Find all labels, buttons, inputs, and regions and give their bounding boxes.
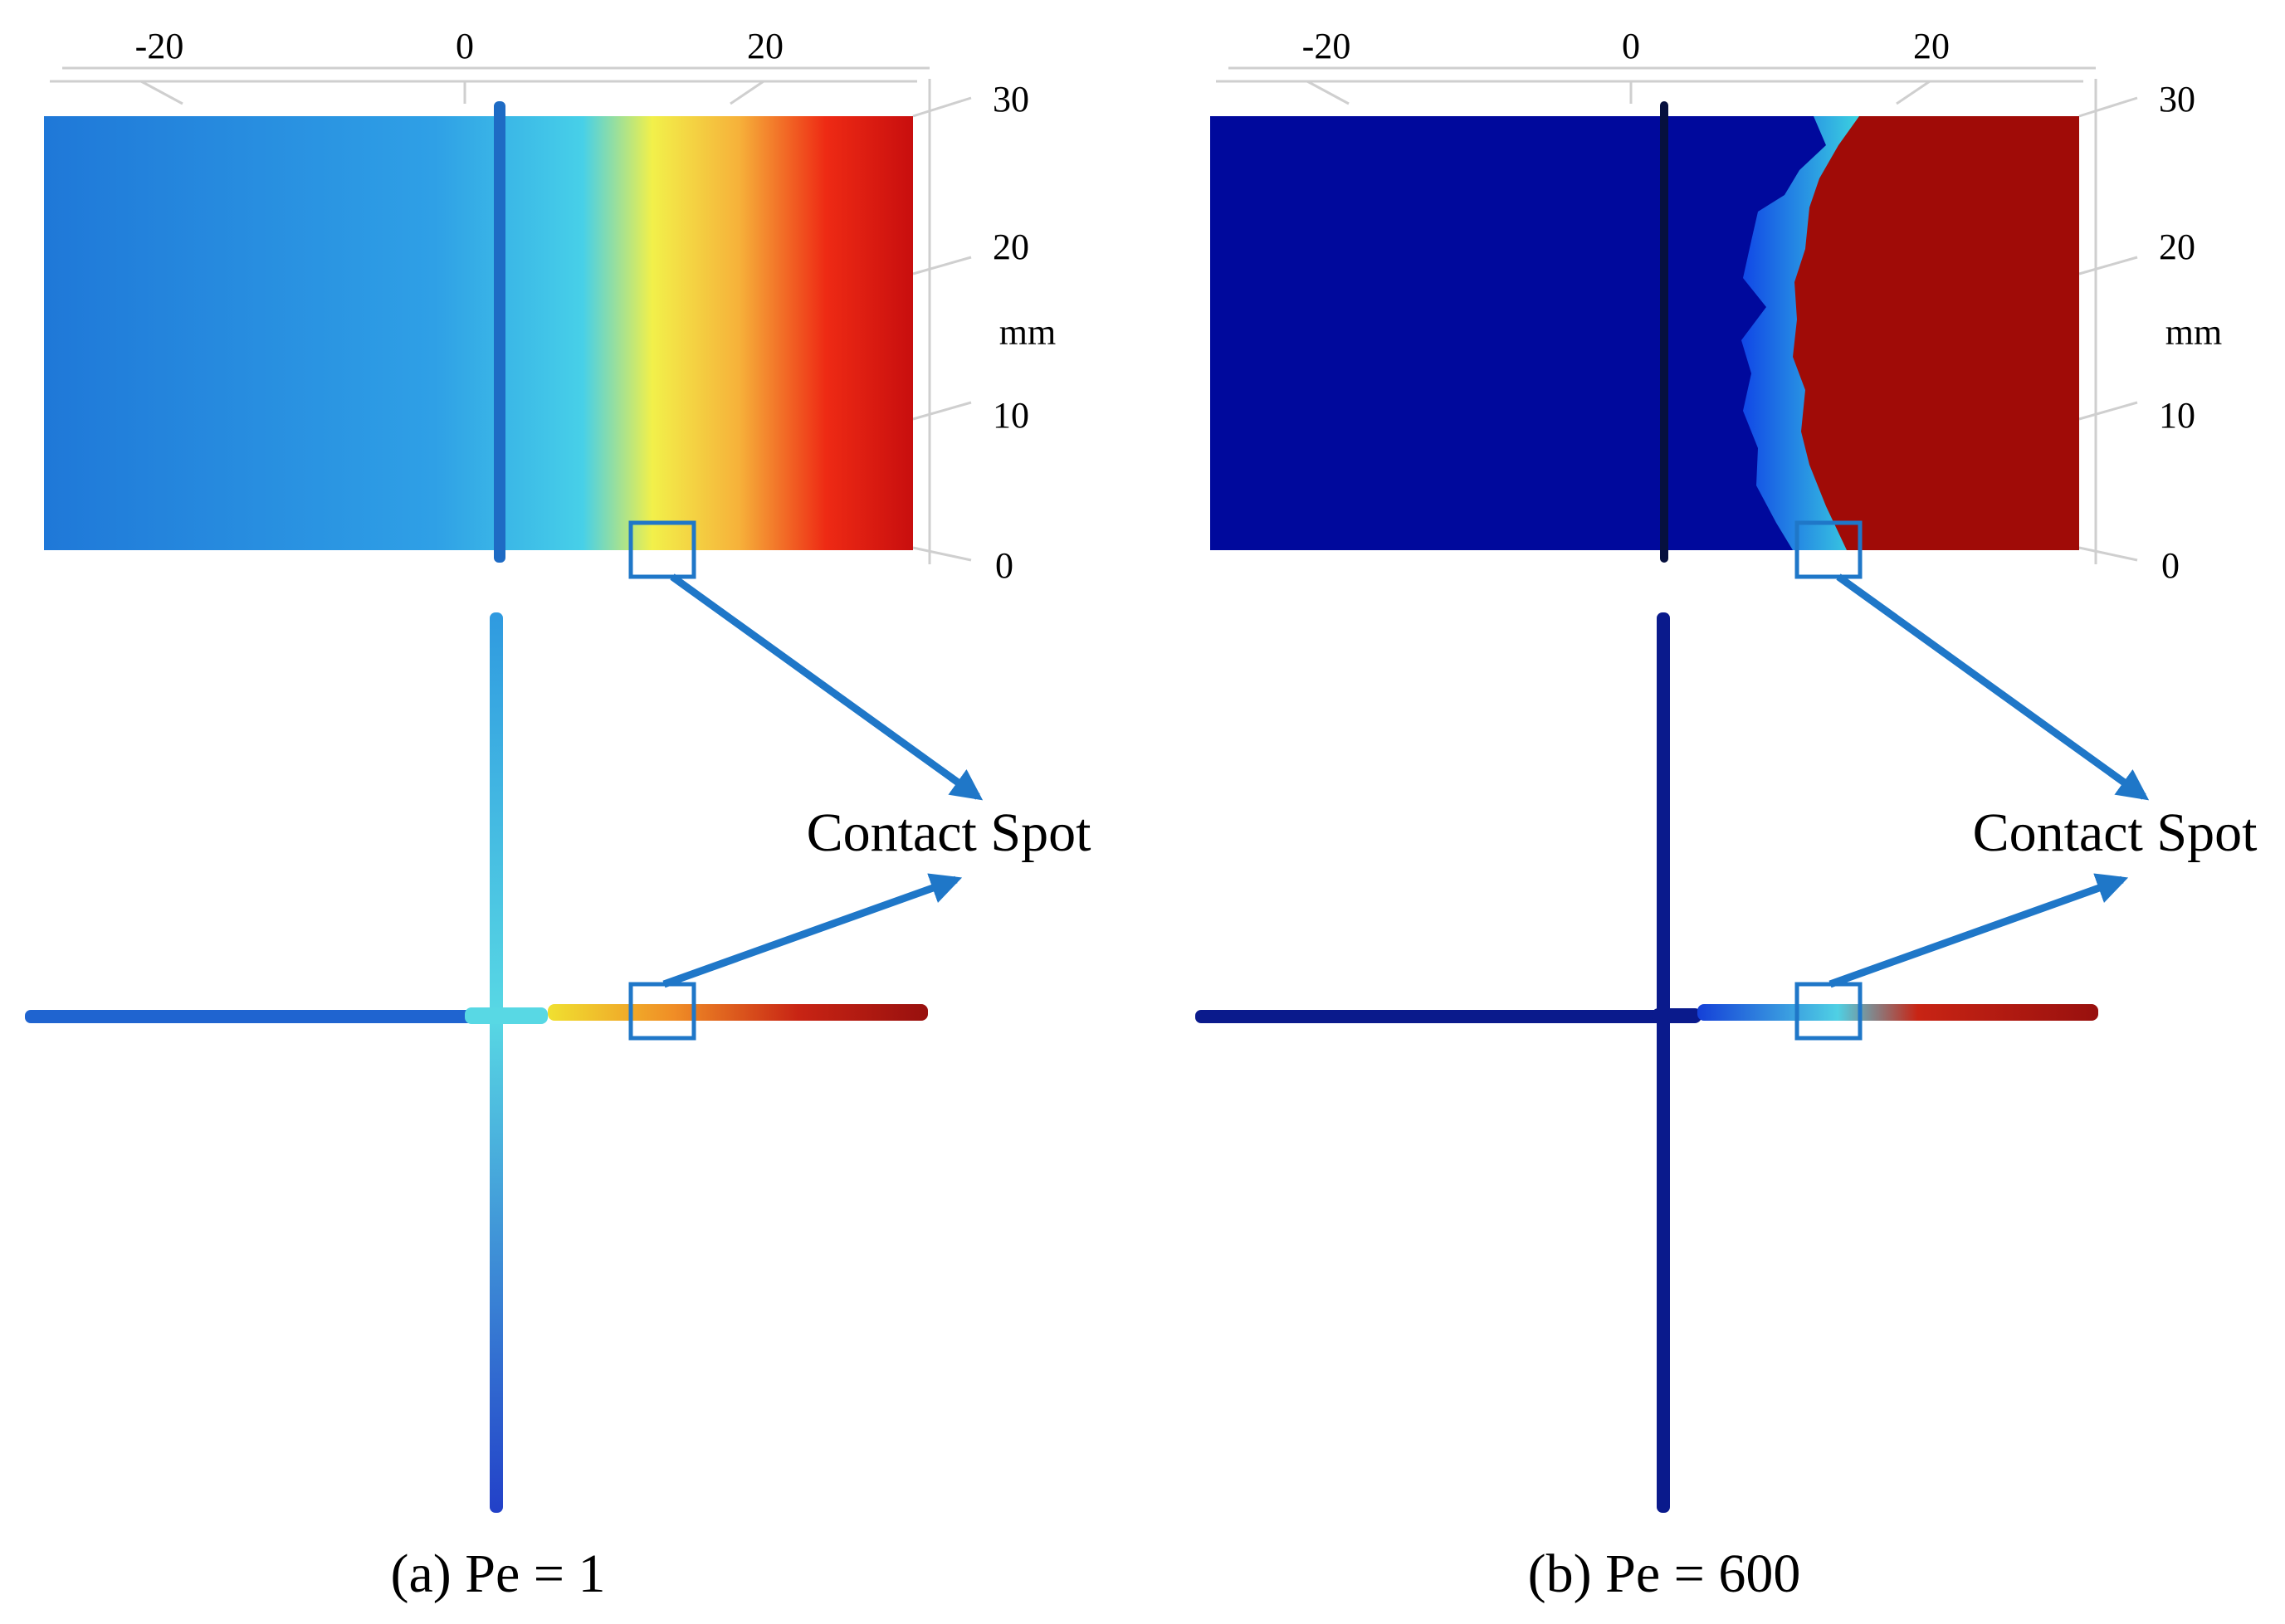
y-axis-unit: mm xyxy=(2165,312,2222,353)
arrow-bottom-b xyxy=(1828,873,2129,988)
y-tick-label: 10 xyxy=(2159,395,2195,436)
panel-b: -20 0 20 30 20 mm 10 0 Contact Spot (b) … xyxy=(1195,26,2257,1604)
concentration-field-a xyxy=(44,116,913,550)
axis-frame-a xyxy=(50,66,972,564)
fracture-vertical-a xyxy=(490,612,503,1513)
axis-frame-b xyxy=(1216,66,2138,564)
fracture-right-arm-b xyxy=(1697,1004,2098,1021)
y-tick-label: 0 xyxy=(995,545,1013,586)
y-tick-label: 30 xyxy=(993,79,1029,119)
panel-caption-a: (a) Pe = 1 xyxy=(391,1544,606,1604)
x-tick-label: 0 xyxy=(456,26,474,66)
y-tick-label: 0 xyxy=(2161,545,2180,586)
x-tick-label: -20 xyxy=(135,26,184,66)
y-tick-label: 20 xyxy=(2159,227,2195,267)
contact-spot-label-b: Contact Spot xyxy=(1973,802,2258,863)
contact-spot-label-a: Contact Spot xyxy=(807,802,1091,863)
contact-spot-box-top-b xyxy=(1794,520,1863,579)
fracture-network-a xyxy=(25,612,928,1513)
contact-spot-box-top-a xyxy=(628,520,696,579)
fracture-right-arm-a xyxy=(548,1004,928,1021)
y-axis-unit: mm xyxy=(999,312,1056,353)
arrow-bottom-a xyxy=(662,873,963,988)
contact-spot-box-bottom-a xyxy=(628,982,696,1041)
fracture-left-arm-b xyxy=(1195,1010,1668,1023)
fracture-trace-a xyxy=(494,101,505,563)
x-tick-label: -20 xyxy=(1302,26,1351,66)
arrow-top-a xyxy=(670,573,984,801)
fracture-center-a xyxy=(465,1007,548,1024)
fracture-left-arm-a xyxy=(25,1010,498,1023)
panel-a: -20 0 20 30 20 mm 10 0 Contact Spot (a) … xyxy=(25,26,1091,1604)
concentration-high-b xyxy=(1793,116,2079,550)
x-tick-label: 20 xyxy=(747,26,784,66)
contact-spot-box-bottom-b xyxy=(1794,982,1863,1041)
x-tick-label: 20 xyxy=(1913,26,1950,66)
y-tick-label: 20 xyxy=(993,227,1029,267)
fracture-network-b xyxy=(1195,612,2098,1513)
y-tick-label: 30 xyxy=(2159,79,2195,119)
fracture-vertical-b xyxy=(1657,612,1670,1513)
fracture-center-b xyxy=(1652,1008,1702,1023)
x-tick-label: 0 xyxy=(1622,26,1640,66)
arrow-top-b xyxy=(1836,573,2150,801)
fracture-trace-b xyxy=(1660,101,1668,563)
panel-caption-b: (b) Pe = 600 xyxy=(1528,1544,1801,1604)
y-tick-label: 10 xyxy=(993,395,1029,436)
